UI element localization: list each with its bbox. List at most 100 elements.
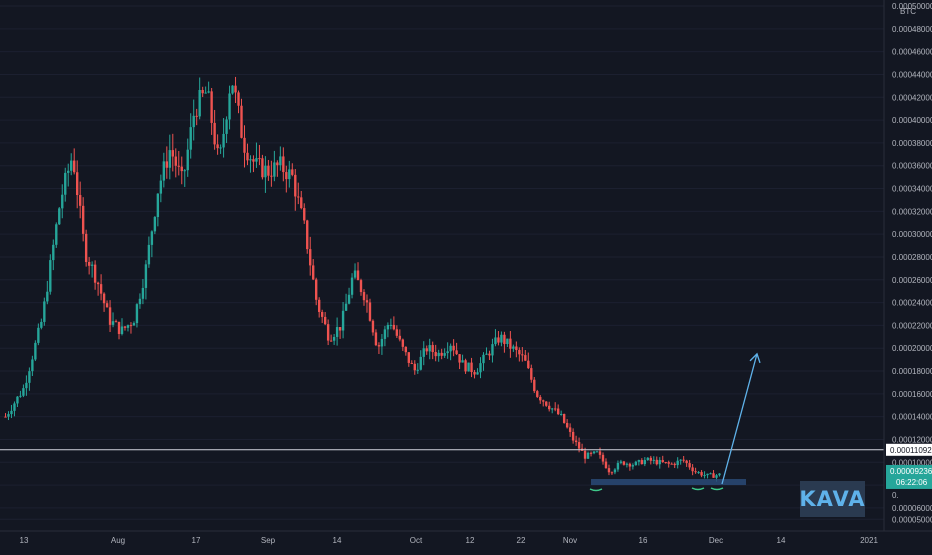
- candle-body: [37, 327, 40, 343]
- candle-body: [419, 356, 422, 370]
- candle-body: [455, 350, 458, 355]
- candle-body: [431, 345, 434, 353]
- candle-body: [619, 461, 623, 463]
- candle-body: [78, 195, 82, 206]
- candle-body: [353, 270, 357, 278]
- candle-body: [294, 174, 297, 197]
- candle-body: [398, 335, 402, 340]
- candle-body: [700, 472, 703, 476]
- candle-body: [192, 115, 195, 128]
- candle-body: [500, 334, 503, 343]
- candle-body: [317, 299, 321, 312]
- candle-body: [132, 323, 136, 326]
- candle-body: [488, 353, 491, 356]
- candle-body: [43, 301, 46, 322]
- candle-body: [407, 352, 410, 363]
- candle-body: [195, 115, 198, 117]
- low-marker: [691, 487, 705, 491]
- candle-body: [530, 368, 533, 380]
- candle-body: [676, 460, 679, 466]
- y-tick-label: 0.00048000: [892, 25, 932, 34]
- candle-body: [601, 454, 605, 462]
- candle-body: [539, 396, 542, 401]
- candle-body: [515, 346, 518, 350]
- x-tick-label: 13: [20, 536, 29, 545]
- candle-body: [216, 144, 219, 149]
- projection-arrow[interactable]: [721, 353, 758, 485]
- candle-body: [542, 400, 545, 402]
- y-tick-label: 0.00012000: [892, 435, 932, 444]
- candle-body: [108, 307, 112, 325]
- candle-body: [258, 158, 261, 160]
- candle-body: [73, 160, 76, 173]
- candle-body: [586, 452, 590, 459]
- price-axis[interactable]: 0.000050000.000060000.000080000.00010000…: [883, 0, 932, 531]
- candle-body: [237, 92, 240, 106]
- candle-body: [592, 451, 596, 454]
- candle-body: [126, 325, 130, 328]
- candle-body: [404, 346, 408, 353]
- horizontal-line-price-tag: [886, 443, 932, 456]
- candle-body: [204, 92, 207, 94]
- candle-body: [87, 261, 91, 266]
- candle-body: [521, 354, 524, 356]
- candle-body: [494, 337, 497, 345]
- candle-body: [174, 156, 177, 166]
- symbol-badge: KAVA: [799, 481, 865, 517]
- candle-body: [362, 292, 366, 301]
- candle-body: [410, 362, 413, 364]
- candle-body: [341, 310, 345, 331]
- candle-body: [171, 150, 174, 157]
- candle-body: [458, 354, 461, 363]
- x-tick-label: Oct: [410, 536, 423, 545]
- candle-body: [99, 284, 103, 294]
- candle-body: [264, 165, 267, 178]
- candle-body: [356, 270, 360, 281]
- candle-body: [156, 193, 160, 218]
- y-tick-label: 0.00050000: [892, 2, 932, 11]
- support-zone[interactable]: [591, 479, 746, 486]
- candle-body: [198, 89, 201, 117]
- candle-body: [52, 244, 55, 261]
- candle-body: [297, 196, 300, 198]
- candle-body: [503, 334, 506, 345]
- candle-body: [524, 355, 527, 361]
- candle-body: [252, 159, 255, 162]
- y-tick-label: 0.00030000: [892, 230, 932, 239]
- candle-body: [712, 473, 715, 478]
- candle-body: [703, 475, 706, 477]
- candle-body: [482, 354, 485, 364]
- candle-body: [96, 282, 100, 285]
- candle-body: [386, 324, 390, 330]
- candle-body: [13, 403, 16, 411]
- candle-body: [655, 459, 658, 465]
- y-tick-label: 0.00020000: [892, 344, 932, 353]
- low-marker: [710, 487, 724, 491]
- candle-body: [276, 162, 279, 166]
- candle-body: [643, 460, 647, 465]
- candle-body: [141, 287, 145, 299]
- candle-body: [425, 348, 428, 352]
- candle-body: [19, 395, 22, 397]
- x-tick-label: 12: [466, 536, 475, 545]
- y-tick-label: 0.00046000: [892, 48, 932, 57]
- candle-body: [610, 472, 614, 474]
- candle-body: [380, 338, 384, 347]
- y-tick-label: 0.00014000: [892, 413, 932, 422]
- time-axis[interactable]: 13 Aug 17 Sep 14 Oct 12 22 Nov 16 Dec 14 2021: [0, 530, 932, 545]
- candle-body: [497, 337, 500, 343]
- candle-body: [165, 161, 169, 168]
- candle-body: [288, 169, 291, 180]
- candle-body: [261, 158, 264, 178]
- candle-body: [123, 326, 127, 328]
- candle-body: [533, 379, 536, 392]
- y-tick-label: 0.00006000: [892, 504, 932, 513]
- candle-body: [559, 413, 563, 415]
- candle-body: [389, 324, 393, 326]
- x-tick-label: 22: [517, 536, 526, 545]
- candle-body: [416, 369, 419, 371]
- candle-body: [536, 391, 539, 397]
- candle-body: [219, 147, 222, 149]
